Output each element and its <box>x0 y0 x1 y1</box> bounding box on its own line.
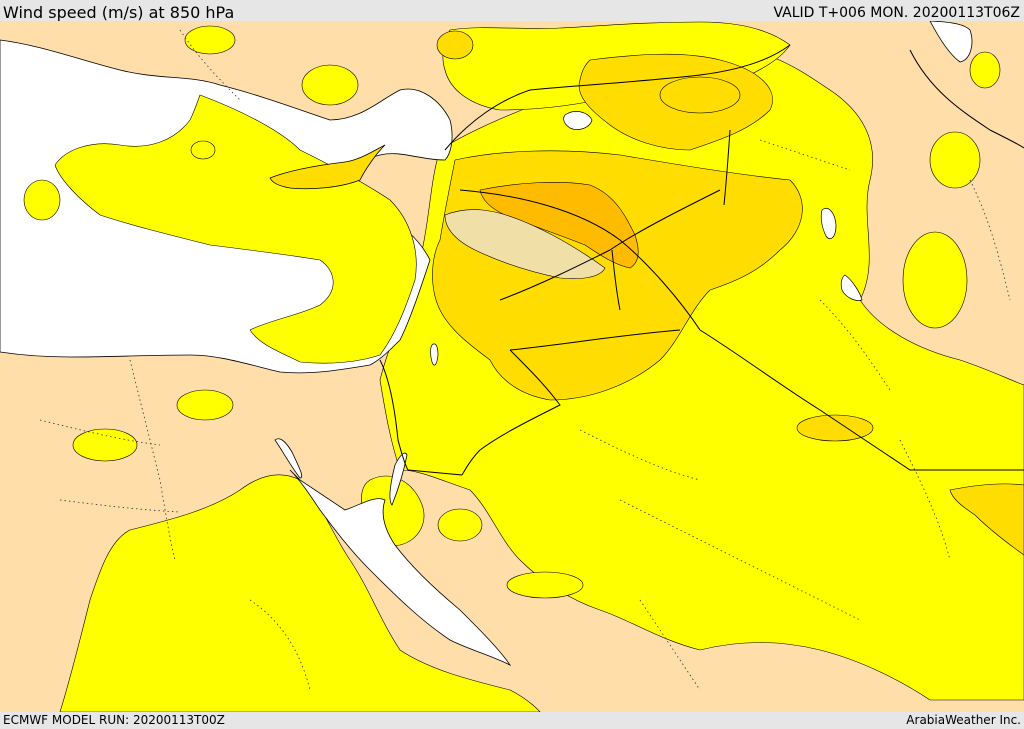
wind-patch <box>929 131 981 189</box>
sea-gulf-of-suez <box>274 438 303 479</box>
wind-band-pale <box>444 209 606 279</box>
credit-label: ArabiaWeather Inc. <box>906 713 1021 727</box>
sea-caspian-edge <box>840 274 863 301</box>
wind-patch <box>190 140 216 160</box>
province-lines <box>39 29 1011 691</box>
wind-speed-map <box>0 21 1024 712</box>
model-run-label: ECMWF MODEL RUN: 20200113T00Z <box>3 713 225 727</box>
weather-map[interactable] <box>0 21 1024 712</box>
wind-patch <box>72 428 138 462</box>
wind-patch <box>176 389 234 421</box>
wind-band-yellow-sea <box>54 94 417 364</box>
sea-red-sea <box>289 469 512 667</box>
wind-patch <box>969 51 1001 89</box>
wind-band-orange-east <box>949 483 1024 556</box>
wind-patch-orange <box>436 30 474 60</box>
wind-patch <box>301 64 359 106</box>
wind-patch-orange <box>659 76 741 114</box>
wind-patch-orange <box>796 414 874 442</box>
lake-van <box>563 111 593 130</box>
lake-urmia <box>820 208 837 239</box>
valid-time: VALID T+006 MON. 20200113T06Z <box>773 5 1020 21</box>
wind-patch <box>23 179 61 221</box>
island-cyprus <box>269 144 386 190</box>
wind-patch <box>902 231 968 329</box>
footer-bar: ECMWF MODEL RUN: 20200113T00Z ArabiaWeat… <box>0 712 1024 729</box>
wind-patch <box>506 571 584 599</box>
map-title: Wind speed (m/s) at 850 hPa <box>3 3 235 22</box>
header-bar: Wind speed (m/s) at 850 hPa VALID T+006 … <box>0 0 1024 22</box>
wind-patch <box>437 508 483 542</box>
wind-patch <box>184 25 236 55</box>
sea-persian-gulf <box>929 21 973 63</box>
country-borders <box>379 44 1024 476</box>
dead-sea <box>430 343 439 366</box>
